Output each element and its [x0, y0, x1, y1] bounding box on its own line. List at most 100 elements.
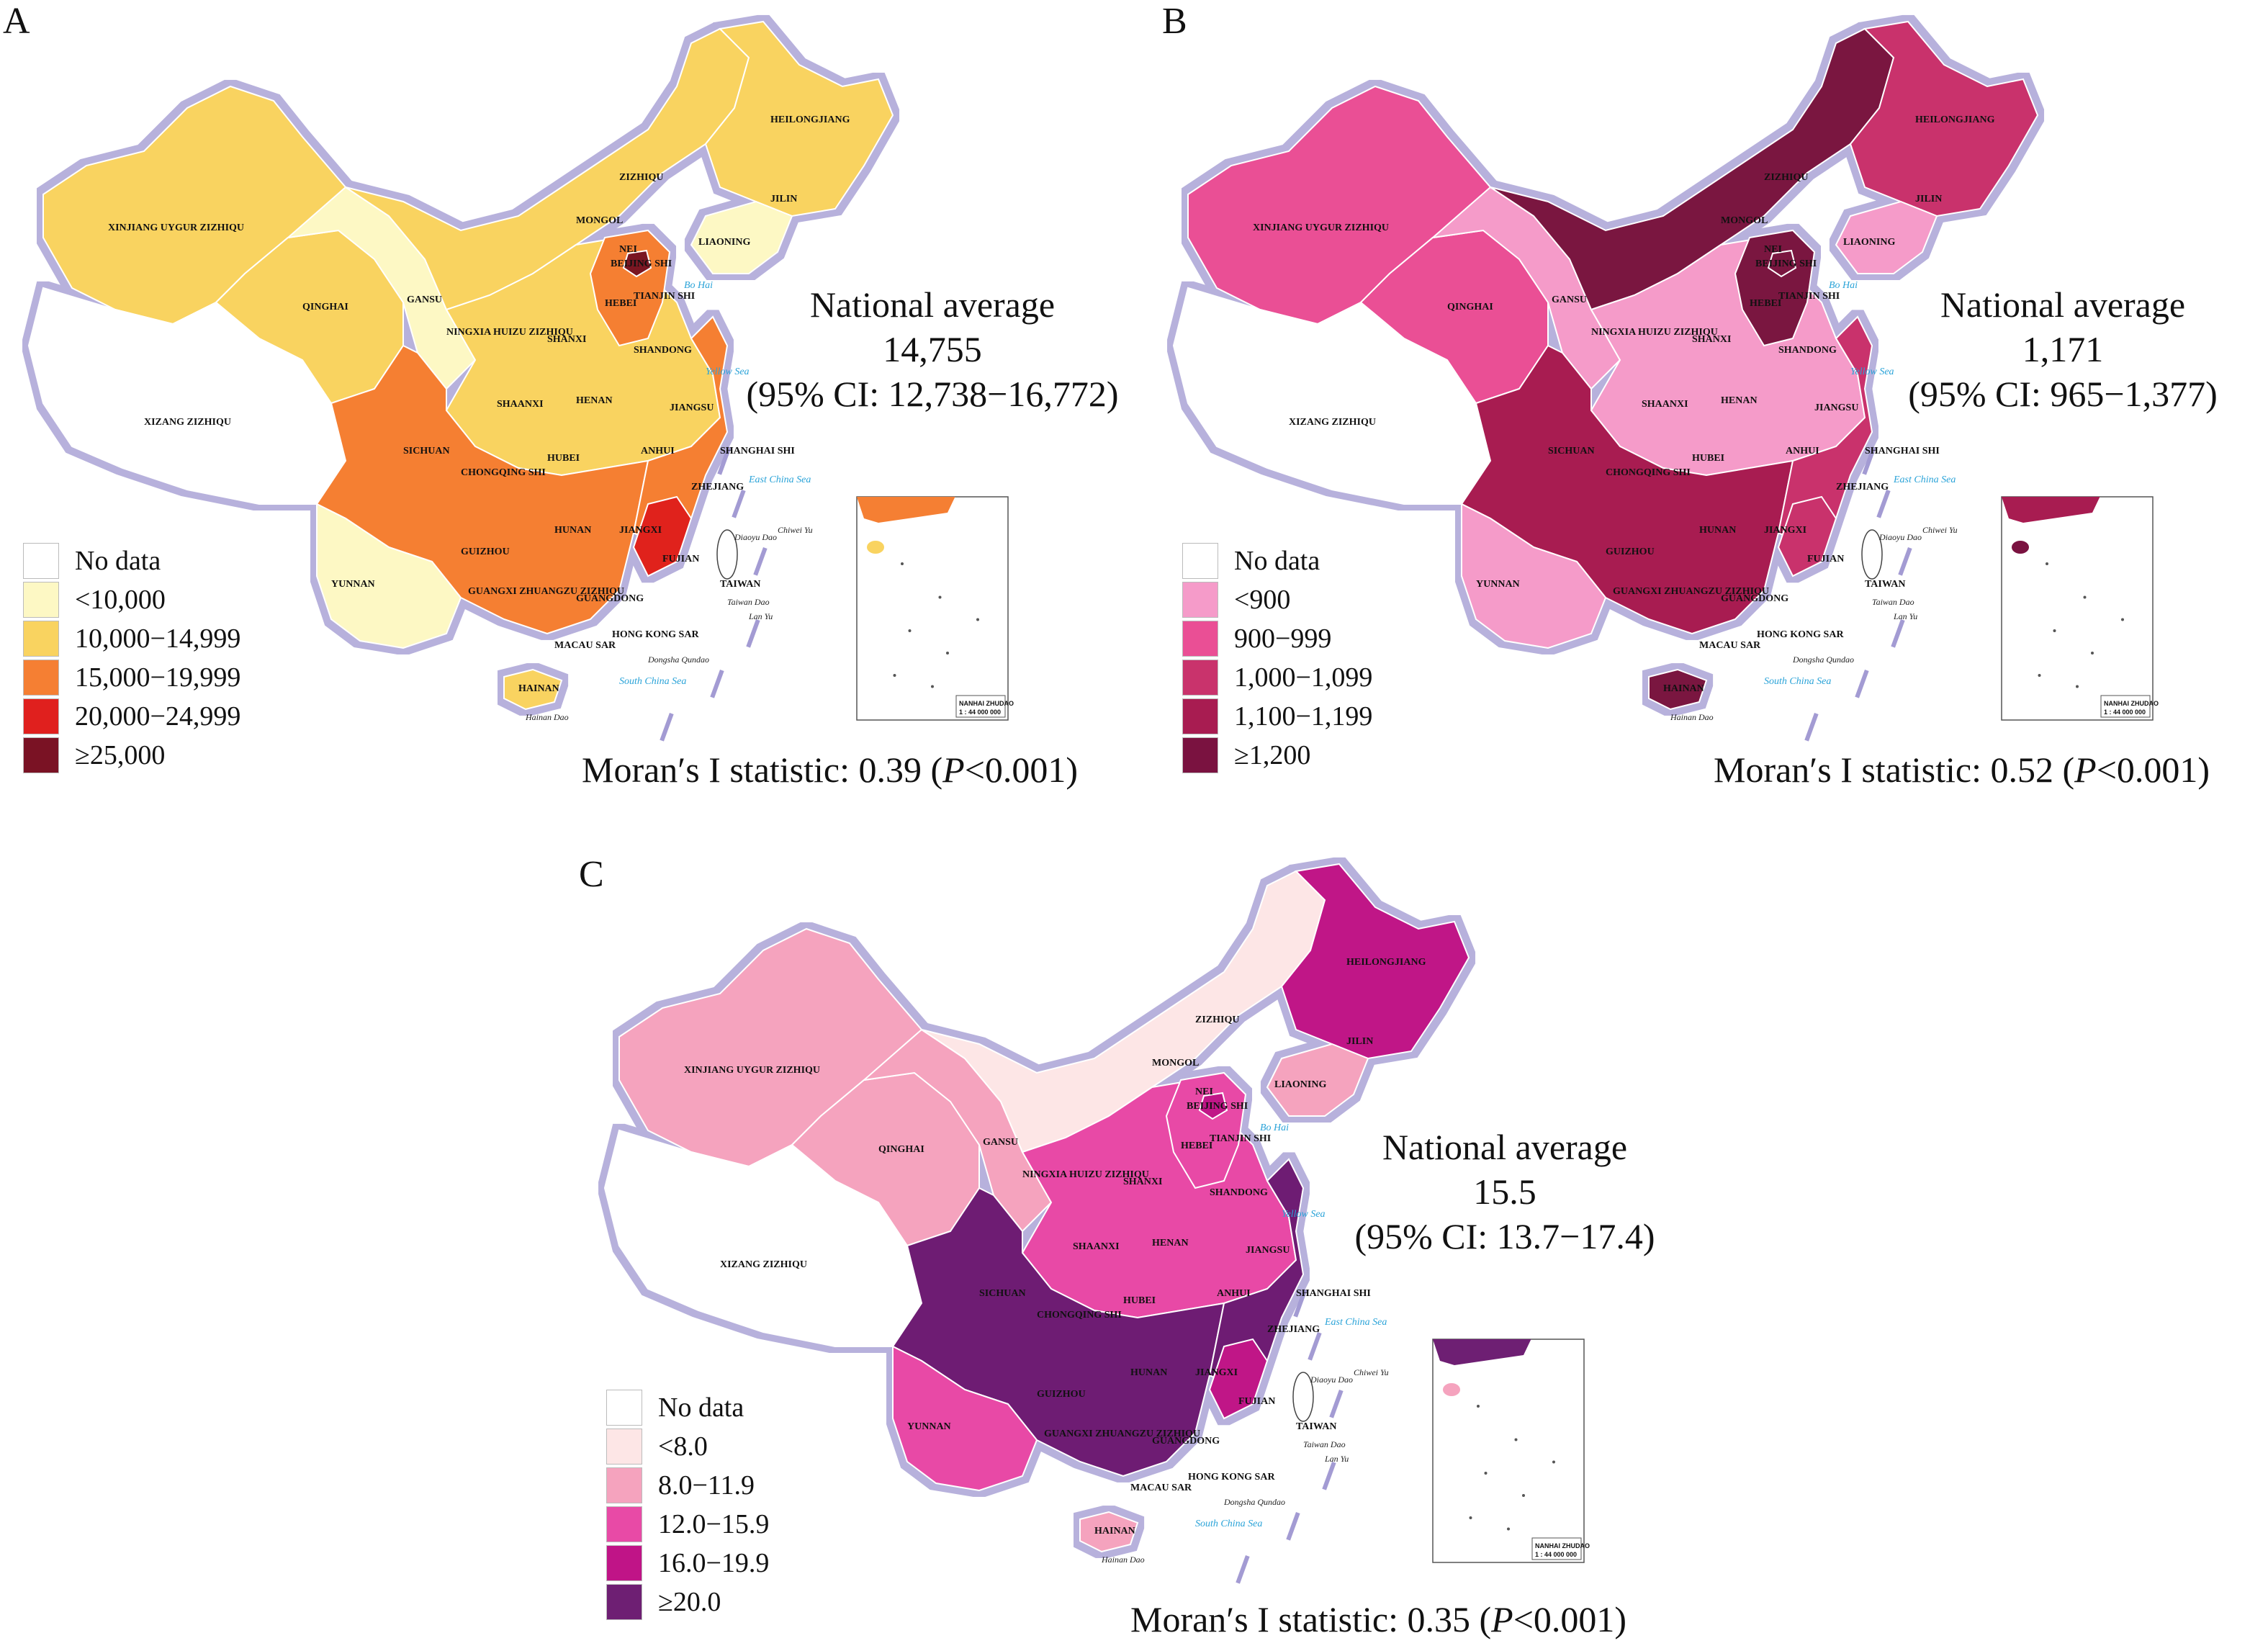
province-label: TAIWAN [720, 579, 761, 590]
inset-title: NANHAI ZHUDAO [1535, 1542, 1590, 1549]
national-average: National average 14,755 (95% CI: 12,738−… [727, 282, 1138, 416]
province-label: BEIJING SHI [1755, 258, 1817, 269]
sea-label: Yellow Sea [1850, 366, 1894, 377]
boundary-dash [1329, 1389, 1344, 1418]
average-title: National average [1940, 284, 2186, 325]
legend-label: No data [75, 546, 161, 576]
province-label: HEILONGJIANG [770, 114, 850, 125]
panel-a: A HEILONGJIANG JILIN LIAONING NEI MONGOL ZIZH… [0, 0, 1145, 806]
province-label: SICHUAN [1548, 446, 1595, 456]
province-label: HUNAN [1130, 1367, 1167, 1378]
province-label: SHANDONG [1778, 345, 1837, 356]
region-qinghai [1359, 229, 1549, 405]
province-label: SHANXI [1123, 1177, 1162, 1187]
region-liaoning [1835, 200, 1938, 274]
province-label: LIAONING [1843, 237, 1895, 248]
legend-swatch [23, 698, 59, 734]
region-yunnan [316, 503, 462, 649]
province-label: HEILONGJIANG [1915, 114, 1995, 125]
legend-swatch [606, 1584, 642, 1620]
sea-label: Bo Hai [1260, 1123, 1289, 1133]
moran-prefix: Moran′s I statistic: 0.52 ( [1714, 750, 2075, 790]
province-label: MONGOL [576, 215, 623, 226]
province-label: HONG KONG SAR [1757, 629, 1844, 640]
boundary-dash [660, 712, 674, 742]
moran-statistic: Moran′s I statistic: 0.35 (P<0.001) [1130, 1598, 1626, 1640]
moran-suffix: <0.001) [1513, 1599, 1627, 1639]
sea-label: Yellow Sea [706, 366, 750, 377]
sea-label: Bo Hai [1829, 280, 1858, 291]
panel-c: C HEILONGJIANG JILIN LIAONING NEI MONGOL ZIZH… [576, 842, 1721, 1649]
average-ci: (95% CI: 13.7−17.4) [1354, 1216, 1655, 1256]
region-qinghai [791, 1071, 980, 1247]
province-label: FUJIAN [1807, 554, 1844, 564]
province-label: JIANGSU [670, 402, 714, 413]
panel-letter: C [579, 854, 604, 895]
region-hainan [503, 668, 563, 711]
province-label: HUBEI [1692, 453, 1724, 464]
province-label: HAINAN [1663, 683, 1704, 694]
province-label: XIZANG ZIZHIQU [720, 1259, 807, 1270]
inset-title: NANHAI ZHUDAO [959, 700, 1014, 707]
province-label: JIANGSU [1246, 1245, 1290, 1256]
legend-swatch [1182, 737, 1218, 773]
boundary-dash [1322, 1462, 1336, 1490]
island-label: Diaoyu Dao [1310, 1375, 1353, 1385]
province-label: MONGOL [1152, 1058, 1199, 1069]
boundary-dash [1855, 670, 1869, 698]
average-title: National average [809, 284, 1056, 325]
province-label: GUANGDONG [576, 593, 644, 604]
china-map: HEILONGJIANG JILIN LIAONING NEI MONGOL ZIZHIQ… [603, 863, 1590, 1584]
province-label: HUNAN [1699, 525, 1736, 536]
province-label: JILIN [1346, 1036, 1373, 1047]
legend-item: 8.0−11.9 [606, 1466, 769, 1505]
province-label: TAIWAN [1296, 1421, 1337, 1432]
legend-swatch [23, 621, 59, 657]
boundary-dash [1286, 1512, 1300, 1541]
province-label: SHANXI [547, 334, 586, 345]
legend-item: No data [1182, 541, 1372, 580]
island-label: Chiwei Yu [1922, 525, 1958, 535]
province-label: HUNAN [554, 525, 591, 536]
region-hainan [1648, 668, 1708, 711]
island-label: Dongsha Qundao [1223, 1497, 1285, 1507]
legend-label: 8.0−11.9 [658, 1470, 755, 1501]
province-label: HEBEI [605, 298, 636, 309]
legend-item: 12.0−15.9 [606, 1505, 769, 1544]
province-label: SHAANXI [1073, 1241, 1120, 1252]
region-liaoning [690, 200, 793, 274]
province-label: MACAU SAR [1699, 640, 1761, 651]
national-average: National average 15.5 (95% CI: 13.7−17.4… [1325, 1125, 1685, 1259]
island-label: Taiwan Dao [727, 597, 770, 607]
province-label: NEI [1195, 1087, 1213, 1097]
province-label: GANSU [1552, 294, 1587, 305]
province-label: SHAANXI [497, 399, 544, 410]
legend-item: No data [606, 1388, 769, 1427]
province-label: ZIZHIQU [1764, 172, 1808, 183]
province-label: HONG KONG SAR [612, 629, 699, 640]
legend-swatch [23, 543, 59, 579]
legend-item: <900 [1182, 580, 1372, 619]
province-label: CHONGQING SHI [1037, 1310, 1122, 1321]
boundary-dash [1804, 712, 1819, 742]
inset-title: NANHAI ZHUDAO [2104, 700, 2159, 707]
province-label: XIZANG ZIZHIQU [144, 417, 231, 428]
average-ci: (95% CI: 12,738−16,772) [746, 374, 1119, 414]
province-label: TIANJIN SHI [634, 291, 695, 302]
legend-label: No data [1234, 546, 1320, 576]
province-label: GUIZHOU [1037, 1389, 1086, 1400]
national-average: National average 1,171 (95% CI: 965−1,37… [1872, 282, 2254, 416]
legend-swatch [23, 737, 59, 773]
province-label: TIANJIN SHI [1778, 291, 1840, 302]
legend: No data <10,000 10,000−14,999 15,000−19,… [23, 541, 240, 775]
legend-swatch [23, 582, 59, 618]
china-outline [603, 863, 1470, 1553]
province-label: SHANGHAI SHI [1296, 1288, 1371, 1299]
province-label: XIZANG ZIZHIQU [1289, 417, 1376, 428]
legend-swatch [606, 1545, 642, 1581]
region-beijing [622, 249, 652, 278]
province-label: ANHUI [641, 446, 675, 456]
province-label: JIANGXI [619, 525, 662, 536]
province-label: QINGHAI [302, 302, 348, 312]
region-taiwan [1292, 1372, 1314, 1422]
